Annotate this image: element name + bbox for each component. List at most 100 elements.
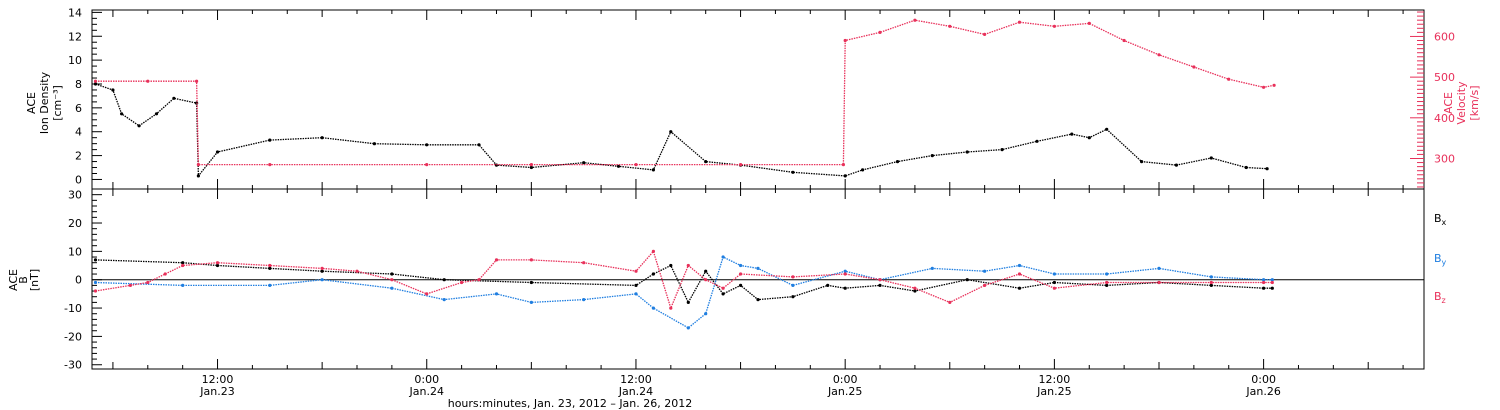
velocity-point — [1087, 21, 1091, 25]
bz-point — [582, 261, 586, 265]
by-point — [1270, 278, 1274, 282]
bz-point — [529, 258, 534, 262]
bx-point — [721, 292, 725, 296]
bx-point — [1270, 286, 1274, 290]
bx-point — [442, 278, 446, 282]
bottom-panel-data — [93, 249, 1274, 330]
field-tick-label: 10 — [68, 245, 82, 258]
time-tick-label: 12:00 — [1039, 373, 1071, 386]
legend-by: By — [1434, 252, 1447, 267]
by-point — [930, 266, 934, 270]
velocity-point — [843, 38, 847, 43]
field-axis-label-line-2: B — [17, 276, 30, 284]
bx-point — [1017, 286, 1022, 290]
by-point — [843, 269, 847, 273]
time-tick-label: 0:00 — [1251, 373, 1276, 386]
bx-point — [686, 300, 690, 304]
bx-point — [93, 258, 98, 262]
top-panel-axes: 0 2 4 6 8 10 12 14 300 400 500 600 — [68, 6, 1455, 188]
density-point — [1087, 136, 1091, 140]
date-tick-label: Jan.24 — [409, 385, 444, 398]
density-point — [1000, 148, 1004, 152]
field-axis-label-line-1: ACE — [7, 269, 20, 291]
by-point — [721, 255, 725, 259]
bz-point — [721, 286, 725, 290]
bx-point — [843, 286, 847, 290]
field-tick-label: -10 — [64, 302, 82, 315]
velocity-point — [1262, 85, 1266, 89]
velocity-tick-label: 400 — [1434, 112, 1455, 125]
date-tick-label: Jan.24 — [618, 385, 653, 398]
by-point — [791, 283, 795, 287]
bz-point — [268, 263, 272, 268]
bx-series — [95, 259, 1273, 304]
velocity-axis-label-line-1: ACE — [1442, 92, 1455, 114]
bx-point — [669, 263, 673, 268]
density-point — [529, 165, 534, 170]
bz-point — [651, 249, 656, 253]
by-point — [320, 278, 324, 282]
bx-point — [1105, 283, 1109, 287]
bz-point — [669, 306, 673, 310]
velocity-tick-label: 300 — [1434, 152, 1455, 165]
bz-point — [320, 266, 324, 270]
by-point — [704, 312, 708, 316]
velocity-axis-label-line-2: Velocity — [1455, 81, 1468, 125]
velocity-point — [948, 24, 952, 28]
density-point — [268, 138, 272, 142]
date-tick-label: Jan.25 — [1036, 385, 1071, 398]
bz-point — [913, 286, 917, 290]
density-point — [861, 168, 865, 172]
density-point — [1140, 160, 1144, 164]
time-axis-labels: 12:00Jan.230:00Jan.2412:00Jan.240:00Jan.… — [112, 10, 1404, 398]
velocity-point — [1192, 65, 1196, 69]
velocity-point — [268, 163, 272, 167]
density-point — [196, 174, 200, 178]
by-point — [1209, 275, 1213, 279]
time-tick-label: 12:00 — [620, 373, 652, 386]
velocity-series — [95, 19, 1275, 166]
density-point — [372, 142, 376, 146]
velocity-point — [93, 79, 98, 83]
field-tick-label: -20 — [64, 330, 82, 343]
velocity-axis-label-line-3: [km/s] — [1468, 85, 1481, 120]
legend-bx: Bx — [1434, 212, 1447, 227]
bz-point — [146, 280, 150, 285]
by-point — [529, 300, 534, 304]
by-point — [651, 306, 656, 310]
by-point — [686, 326, 690, 330]
velocity-point — [425, 163, 429, 167]
bz-point — [1017, 272, 1022, 276]
by-point — [181, 283, 185, 287]
density-series — [95, 83, 1268, 178]
velocity-point — [529, 163, 534, 167]
bz-point — [1157, 280, 1161, 285]
date-tick-label: Jan.26 — [1245, 385, 1280, 398]
density-point — [616, 164, 621, 168]
bz-point — [477, 278, 481, 282]
bx-point — [965, 278, 969, 282]
density-point — [843, 174, 847, 178]
density-point — [1244, 165, 1248, 170]
bx-point — [651, 272, 656, 276]
top-panel-frame — [91, 9, 1425, 190]
bx-point — [878, 283, 882, 287]
by-point — [390, 286, 394, 290]
bx-point — [1209, 283, 1213, 287]
field-tick-label: 20 — [68, 217, 82, 230]
density-tick-label: 12 — [68, 30, 82, 43]
by-point — [739, 263, 743, 268]
by-point — [983, 269, 987, 273]
time-tick-label: 12:00 — [202, 373, 234, 386]
bz-point — [791, 275, 795, 279]
bx-point — [529, 280, 534, 285]
velocity-point — [1227, 77, 1231, 81]
velocity-point — [1017, 20, 1022, 24]
by-point — [582, 298, 586, 302]
density-point — [669, 130, 673, 134]
density-tick-label: 8 — [75, 78, 82, 91]
density-point — [93, 82, 98, 86]
velocity-point — [634, 163, 638, 167]
bz-point — [1262, 280, 1266, 285]
